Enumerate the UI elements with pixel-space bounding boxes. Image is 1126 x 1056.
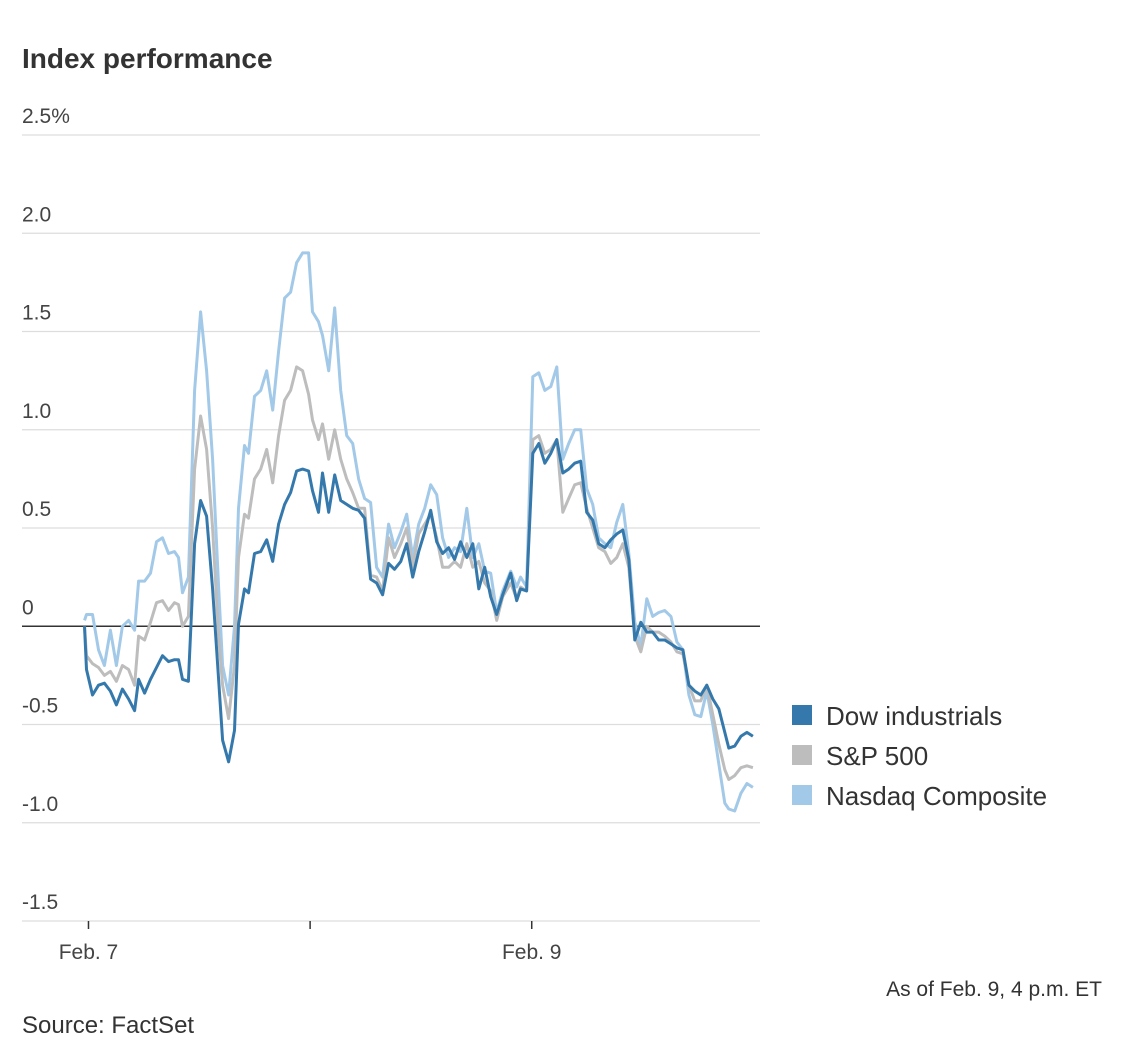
x-tick-label: Feb. 9	[502, 941, 562, 964]
y-tick-label: 2.5%	[22, 105, 70, 128]
legend-label: Nasdaq Composite	[826, 781, 1047, 811]
line-series	[83, 251, 754, 813]
legend-swatch	[792, 785, 812, 805]
legend-label: S&P 500	[826, 741, 928, 771]
y-tick-label: 0.5	[22, 498, 51, 521]
source: Source: FactSet	[22, 1012, 194, 1039]
y-tick-label: 1.0	[22, 400, 51, 423]
legend-swatch	[792, 705, 812, 725]
legend-swatch	[792, 745, 812, 765]
legend-label: Dow industrials	[826, 701, 1002, 731]
line-series	[83, 365, 754, 781]
y-tick-label: -1.5	[22, 891, 58, 914]
note: As of Feb. 9, 4 p.m. ET	[886, 978, 1102, 1001]
y-tick-label: 1.5	[22, 302, 51, 325]
line-series	[83, 438, 754, 764]
y-tick-label: -1.0	[22, 793, 58, 816]
x-tick-label: Feb. 7	[59, 941, 119, 964]
y-tick-label: 0	[22, 596, 34, 619]
chart-title: Index performance	[22, 43, 273, 74]
y-tick-label: -0.5	[22, 695, 58, 718]
y-tick-label: 2.0	[22, 203, 51, 226]
